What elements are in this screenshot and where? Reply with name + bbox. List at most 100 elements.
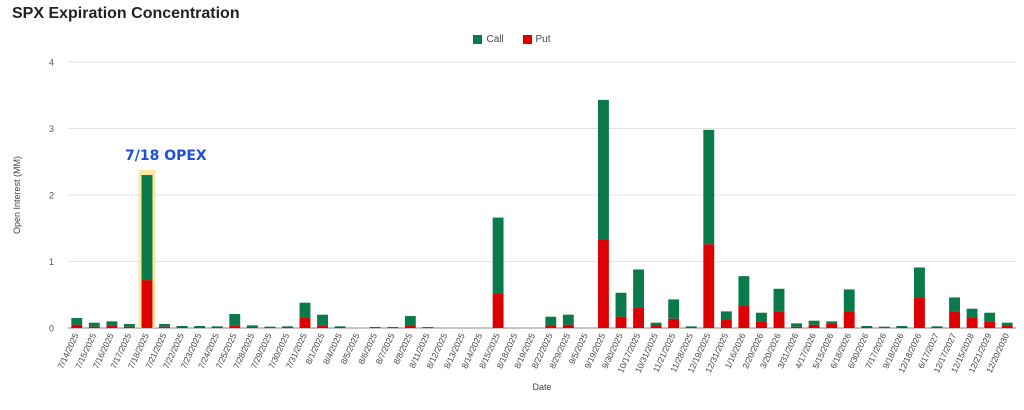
bar-call[interactable] <box>685 326 697 328</box>
bar-put[interactable] <box>808 324 820 328</box>
chart-title: SPX Expiration Concentration <box>12 5 240 22</box>
bar-put[interactable] <box>229 325 241 328</box>
bar-call[interactable] <box>843 289 855 312</box>
bar-call[interactable] <box>633 269 644 309</box>
bar-put[interactable] <box>949 311 960 328</box>
bar-call[interactable] <box>808 320 820 325</box>
bar-put[interactable] <box>633 308 644 328</box>
bar-put[interactable] <box>176 327 188 328</box>
bar-call[interactable] <box>668 299 680 319</box>
bar-put[interactable] <box>843 311 855 328</box>
bar-call[interactable] <box>878 326 890 328</box>
bar-call[interactable] <box>720 311 732 321</box>
legend-label-put: Put <box>535 34 551 45</box>
y-axis-title: Open Interest (MM) <box>12 156 22 234</box>
bar-call[interactable] <box>1001 322 1013 327</box>
bar-put[interactable] <box>931 327 943 328</box>
bar-put[interactable] <box>966 318 978 328</box>
bar-call[interactable] <box>931 326 943 328</box>
bar-call[interactable] <box>159 324 170 327</box>
bar-call[interactable] <box>264 326 276 328</box>
bar-put[interactable] <box>914 297 925 328</box>
bar-put[interactable] <box>826 324 838 328</box>
bar-call[interactable] <box>791 323 802 327</box>
bar-call[interactable] <box>826 321 838 325</box>
bar-put[interactable] <box>194 327 206 328</box>
chart-legend: Call Put <box>0 34 1024 45</box>
bar-call[interactable] <box>176 326 188 328</box>
bar-call[interactable] <box>949 297 960 312</box>
bar-call[interactable] <box>650 322 662 327</box>
bar-put[interactable] <box>562 324 574 328</box>
y-tick-label: 2 <box>49 191 54 201</box>
bar-call[interactable] <box>246 325 258 328</box>
bar-put[interactable] <box>896 327 908 328</box>
bar-call[interactable] <box>562 314 574 325</box>
bar-put[interactable] <box>650 326 662 328</box>
bar-call[interactable] <box>756 312 767 322</box>
bar-call[interactable] <box>71 318 83 325</box>
bar-call[interactable] <box>861 326 873 328</box>
bar-call[interactable] <box>422 327 434 328</box>
bar-put[interactable] <box>984 321 996 328</box>
bar-put[interactable] <box>598 239 609 328</box>
bar-call[interactable] <box>984 312 996 322</box>
bar-put[interactable] <box>404 326 416 328</box>
bar-put[interactable] <box>703 244 715 328</box>
x-axis-title: Date <box>532 382 551 392</box>
bar-call[interactable] <box>773 288 785 312</box>
bar-put[interactable] <box>685 327 697 328</box>
bar-put[interactable] <box>773 311 785 328</box>
bar-put[interactable] <box>1001 326 1013 328</box>
bar-call[interactable] <box>124 324 135 327</box>
bar-put[interactable] <box>791 326 802 328</box>
bar-put[interactable] <box>211 327 223 328</box>
bar-call[interactable] <box>404 316 416 327</box>
y-tick-label: 0 <box>49 324 54 334</box>
bar-put[interactable] <box>106 325 118 328</box>
bar-put[interactable] <box>756 321 767 328</box>
bar-call[interactable] <box>914 267 925 298</box>
y-tick-label: 4 <box>49 58 54 68</box>
bar-call[interactable] <box>703 129 715 245</box>
bar-call[interactable] <box>615 292 627 317</box>
bar-call[interactable] <box>194 326 206 328</box>
bar-call[interactable] <box>317 314 328 326</box>
bar-put[interactable] <box>492 293 504 328</box>
bar-call[interactable] <box>106 321 118 326</box>
bar-put[interactable] <box>159 326 170 328</box>
bar-put[interactable] <box>282 327 293 328</box>
bar-put[interactable] <box>861 327 873 328</box>
bar-put[interactable] <box>88 326 100 328</box>
bar-put[interactable] <box>124 326 135 328</box>
bar-put[interactable] <box>545 326 557 328</box>
bar-put[interactable] <box>615 316 627 328</box>
bar-call[interactable] <box>492 217 504 294</box>
bar-call[interactable] <box>299 302 311 319</box>
bar-call[interactable] <box>598 99 609 240</box>
bar-put[interactable] <box>141 280 153 328</box>
bar-call[interactable] <box>282 326 293 328</box>
bar-call[interactable] <box>211 326 223 328</box>
bar-call[interactable] <box>896 326 908 328</box>
legend-item-put[interactable]: Put <box>522 34 551 45</box>
bar-call[interactable] <box>88 322 100 327</box>
legend-item-call[interactable]: Call <box>473 34 504 45</box>
bar-call[interactable] <box>545 316 557 327</box>
legend-swatch-call <box>473 35 483 44</box>
bar-call[interactable] <box>387 327 399 328</box>
bar-call[interactable] <box>369 327 381 328</box>
bar-put[interactable] <box>317 325 328 328</box>
bar-put[interactable] <box>246 327 258 328</box>
bar-call[interactable] <box>966 308 978 319</box>
bar-put[interactable] <box>668 318 680 328</box>
bar-put[interactable] <box>720 320 732 328</box>
bar-put[interactable] <box>299 318 311 328</box>
bar-call[interactable] <box>229 314 241 326</box>
bar-call[interactable] <box>334 326 346 328</box>
bar-put[interactable] <box>71 324 83 328</box>
bar-call[interactable] <box>738 276 750 307</box>
bar-call[interactable] <box>141 175 153 281</box>
bar-put[interactable] <box>334 327 346 328</box>
bar-put[interactable] <box>738 306 750 328</box>
